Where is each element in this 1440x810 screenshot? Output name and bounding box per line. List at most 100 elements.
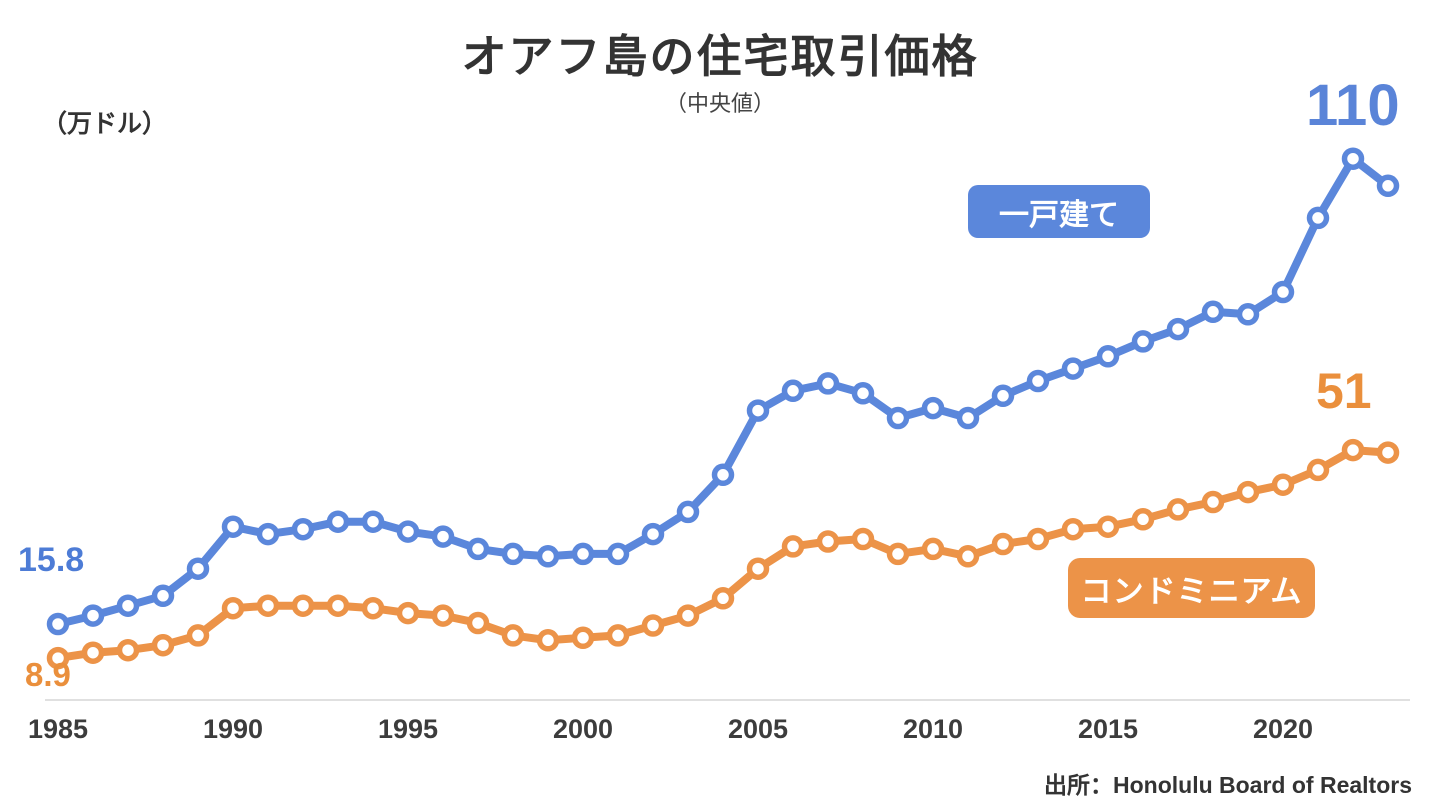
- data-point-marker: [1306, 458, 1330, 482]
- chart-subtitle: （中央値）: [664, 91, 775, 116]
- data-point-marker: [431, 604, 455, 627]
- data-point-marker: [1026, 369, 1050, 393]
- data-point-marker: [221, 515, 245, 538]
- data-point-marker: [1236, 303, 1260, 326]
- single-family-series-badge: 一戸建て: [968, 185, 1150, 238]
- data-point-marker: [81, 604, 105, 627]
- source-credit: 出所：Honolulu Board of Realtors: [1044, 772, 1412, 798]
- data-point-marker: [536, 629, 560, 652]
- data-point-marker: [746, 399, 770, 422]
- data-point-marker: [1061, 357, 1085, 380]
- data-point-marker: [1026, 527, 1050, 551]
- data-point-marker: [1236, 480, 1260, 504]
- data-point-marker: [1166, 498, 1190, 521]
- data-point-marker: [1271, 473, 1295, 496]
- data-point-marker: [396, 520, 420, 543]
- single-family-peak-value-label: 110: [1306, 73, 1400, 138]
- data-point-marker: [1131, 508, 1155, 531]
- data-point-marker: [46, 646, 70, 670]
- data-point-marker: [1306, 206, 1330, 230]
- data-point-marker: [1166, 317, 1190, 341]
- data-point-marker: [291, 517, 315, 541]
- data-point-marker: [676, 500, 700, 524]
- data-point-marker: [116, 594, 140, 617]
- x-axis-label: 1985: [27, 714, 89, 744]
- data-point-marker: [1201, 300, 1225, 324]
- x-axis-label: 1990: [202, 714, 264, 744]
- data-point-marker: [781, 379, 805, 403]
- data-point-marker: [1271, 280, 1295, 304]
- data-point-marker: [816, 530, 840, 553]
- data-point-marker: [256, 594, 280, 617]
- data-point-marker: [921, 396, 945, 420]
- data-point-marker: [536, 545, 560, 568]
- data-point-marker: [956, 406, 980, 430]
- data-point-marker: [1061, 517, 1085, 541]
- data-point-marker: [991, 384, 1015, 408]
- data-point-marker: [221, 596, 245, 620]
- single-family-start-value-label: 15.8: [18, 541, 85, 579]
- data-point-marker: [886, 542, 910, 566]
- data-point-marker: [641, 522, 665, 546]
- data-point-marker: [186, 624, 210, 647]
- data-point-marker: [991, 532, 1015, 556]
- data-point-marker: [186, 557, 210, 580]
- x-axis-label: 2005: [727, 714, 789, 744]
- data-point-marker: [81, 641, 105, 664]
- data-point-marker: [1201, 490, 1225, 514]
- data-point-marker: [1096, 515, 1120, 538]
- data-point-marker: [396, 601, 420, 625]
- data-point-marker: [326, 594, 350, 617]
- data-point-marker: [571, 626, 595, 650]
- data-point-marker: [886, 406, 910, 430]
- x-axis-label: 2010: [902, 714, 964, 744]
- data-point-marker: [921, 537, 945, 561]
- x-axis-label: 2020: [1252, 714, 1314, 744]
- data-point-marker: [676, 604, 700, 627]
- condo-series-badge: コンドミニアム: [1068, 558, 1315, 618]
- data-point-marker: [851, 382, 875, 405]
- data-point-marker: [431, 525, 455, 548]
- x-axis-label: 1995: [377, 714, 439, 744]
- data-point-marker: [851, 527, 875, 551]
- data-point-marker: [746, 557, 770, 580]
- data-point-marker: [46, 612, 70, 636]
- y-axis-unit-label: （万ドル）: [42, 110, 168, 138]
- chart-title: オアフ島の住宅取引価格: [461, 31, 979, 82]
- data-point-marker: [641, 614, 665, 637]
- single-family-line: [54, 154, 1392, 628]
- data-point-marker: [571, 542, 595, 566]
- data-point-marker: [1341, 438, 1365, 462]
- data-point-marker: [466, 611, 490, 635]
- x-axis-label: 2015: [1077, 714, 1139, 744]
- data-point-marker: [361, 510, 385, 533]
- data-point-marker: [711, 587, 735, 610]
- data-point-marker: [1376, 441, 1400, 464]
- data-point-marker: [501, 624, 525, 647]
- data-point-marker: [361, 596, 385, 620]
- data-point-marker: [1376, 174, 1400, 198]
- data-point-marker: [151, 584, 175, 608]
- data-point-marker: [1131, 330, 1155, 353]
- data-point-marker: [606, 624, 630, 647]
- data-point-marker: [956, 545, 980, 568]
- data-point-marker: [291, 594, 315, 617]
- data-point-marker: [781, 535, 805, 558]
- data-point-marker: [816, 372, 840, 395]
- data-point-marker: [326, 510, 350, 533]
- data-point-marker: [256, 522, 280, 546]
- condo-peak-value-label: 51: [1316, 363, 1372, 419]
- x-axis-label: 2000: [552, 714, 614, 744]
- data-point-marker: [466, 537, 490, 561]
- data-point-marker: [711, 463, 735, 487]
- condo-start-value-label: 8.9: [25, 656, 71, 693]
- data-point-marker: [501, 542, 525, 566]
- data-point-marker: [1096, 345, 1120, 368]
- x-axis-line: [45, 699, 1410, 701]
- data-point-marker: [1341, 147, 1365, 170]
- data-point-marker: [151, 633, 175, 657]
- data-point-marker: [116, 638, 140, 662]
- data-point-marker: [606, 542, 630, 566]
